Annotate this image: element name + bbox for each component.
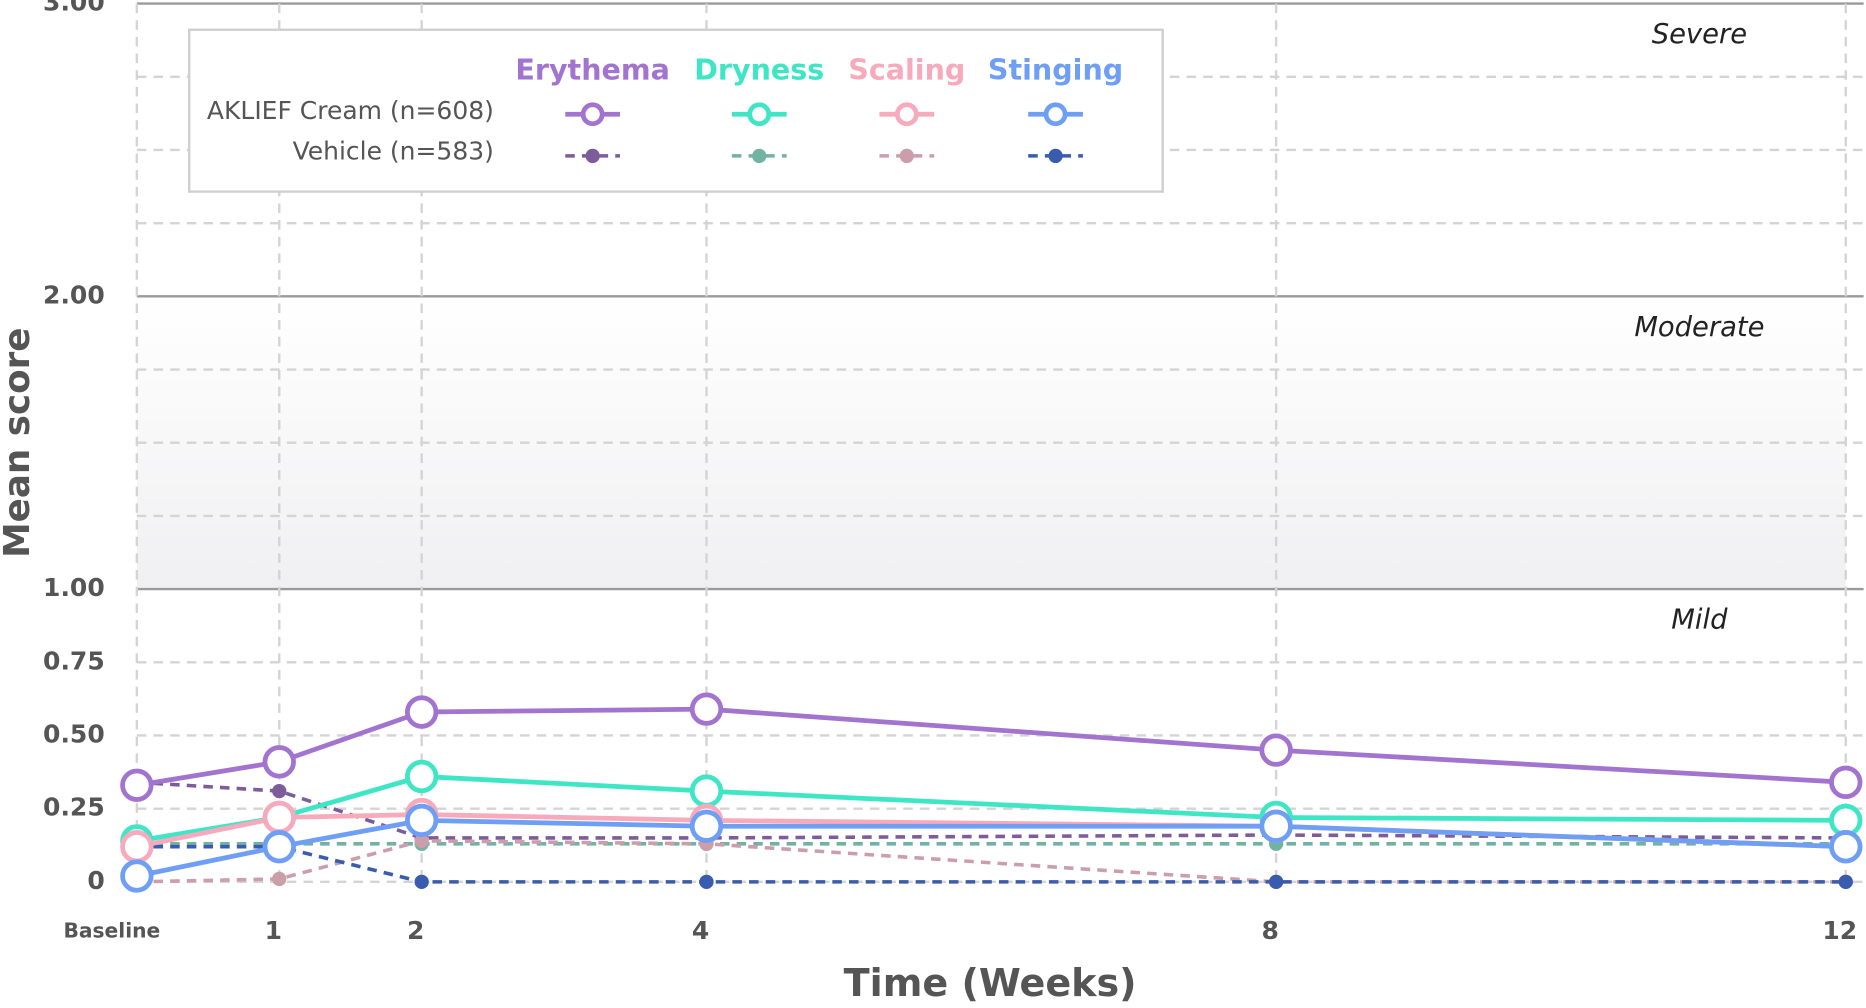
series-point: [1259, 733, 1293, 767]
x-tick-label: 2: [407, 916, 424, 945]
series-point: [405, 759, 439, 794]
legend-label: Scaling: [848, 52, 965, 86]
series-point: [262, 830, 296, 864]
series-point: [689, 809, 724, 843]
zone-label: Moderate: [1634, 312, 1764, 343]
x-tick-label: 12: [1822, 916, 1857, 945]
legend-label: Stinging: [988, 52, 1123, 86]
vehicle-line: [136, 844, 1846, 884]
y-axis-title: Mean score: [0, 328, 38, 558]
y-tick-label: 0: [87, 866, 104, 895]
legend-row-label: AKLIEF Cream (n=608): [207, 96, 494, 125]
legend-swatch: [899, 148, 914, 164]
y-tick-label: 2.00: [43, 280, 105, 309]
legend-swatch: [580, 102, 605, 127]
x-axis-title: Time (Weeks): [844, 961, 1137, 1005]
zone-label: Mild: [1671, 605, 1728, 636]
zone-label: Severe: [1652, 19, 1747, 50]
series-point: [1259, 809, 1293, 843]
vehicle-point: [414, 874, 429, 889]
series-line: [136, 706, 1846, 788]
vehicle-point: [699, 874, 714, 889]
vehicle-point: [272, 871, 287, 887]
series-point: [405, 695, 439, 729]
series-point: [1829, 765, 1863, 799]
y-tick-label: 0.50: [43, 719, 105, 748]
vehicle-point: [414, 833, 429, 849]
series-point: [120, 859, 154, 893]
vehicle-line: [136, 839, 1846, 884]
y-tick-label: 1.00: [43, 573, 105, 602]
legend-row-label: Vehicle (n=583): [293, 136, 494, 165]
series-point: [120, 768, 154, 802]
legend-swatch: [1048, 148, 1063, 164]
legend-swatch: [752, 148, 767, 164]
x-tick-label: Baseline: [63, 918, 160, 942]
y-tick-label: 0.25: [43, 793, 105, 822]
y-tick-label: 3.00: [43, 0, 105, 17]
vehicle-line: [136, 780, 1846, 840]
y-tick-label: 0.75: [43, 646, 105, 675]
series-point: [262, 800, 296, 835]
vehicle-point: [1268, 874, 1284, 889]
series-point: [120, 830, 154, 864]
vehicle-point: [272, 783, 287, 799]
x-tick-label: 8: [1261, 916, 1278, 945]
series-line: [136, 817, 1846, 879]
series-point: [405, 803, 439, 838]
legend-label: Erythema: [515, 52, 670, 86]
x-tick-label: 1: [265, 916, 282, 945]
series-point: [689, 692, 724, 726]
legend-swatch: [747, 102, 772, 127]
series-point: [689, 774, 724, 808]
x-tick-label: 4: [692, 916, 709, 945]
legend-swatch: [585, 148, 600, 164]
legend-swatch: [894, 102, 919, 127]
legend-box: [188, 28, 1164, 193]
series-point: [262, 745, 296, 779]
legend-swatch: [1043, 102, 1068, 127]
series-point: [1829, 830, 1863, 864]
legend: AKLIEF Cream (n=608) Vehicle (n=583) Eryth…: [188, 28, 1164, 193]
vehicle-point: [1838, 874, 1853, 889]
legend-label: Dryness: [694, 52, 824, 86]
